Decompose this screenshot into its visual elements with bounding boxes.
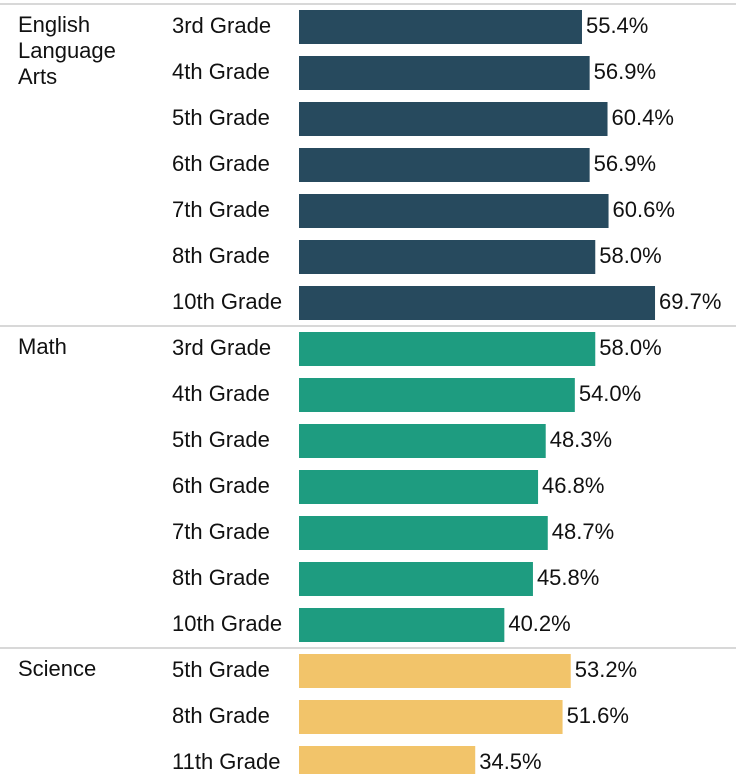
bar <box>299 700 563 734</box>
category-label: 4th Grade <box>172 381 270 406</box>
value-label: 45.8% <box>537 565 599 590</box>
category-label: 11th Grade <box>172 749 280 774</box>
bar <box>299 516 548 550</box>
category-label: 8th Grade <box>172 243 270 268</box>
bar <box>299 102 608 136</box>
bar <box>299 148 590 182</box>
category-label: 6th Grade <box>172 151 270 176</box>
bar <box>299 424 546 458</box>
category-label: 3rd Grade <box>172 335 271 360</box>
value-label: 48.3% <box>550 427 612 452</box>
value-label: 46.8% <box>542 473 604 498</box>
value-label: 60.6% <box>613 197 675 222</box>
bar <box>299 746 476 774</box>
bar <box>299 608 505 642</box>
category-label: 5th Grade <box>172 427 270 452</box>
bar <box>299 240 596 274</box>
value-label: 48.7% <box>552 519 614 544</box>
category-label: 10th Grade <box>172 611 282 636</box>
category-label: 5th Grade <box>172 657 270 682</box>
bar <box>299 194 609 228</box>
value-label: 58.0% <box>599 335 661 360</box>
group-label: Science <box>18 656 97 681</box>
group-label-box: Science <box>18 656 97 681</box>
category-label: 3rd Grade <box>172 13 271 38</box>
category-label: 7th Grade <box>172 519 270 544</box>
category-label: 8th Grade <box>172 565 270 590</box>
value-label: 56.9% <box>594 151 656 176</box>
value-label: 58.0% <box>599 243 661 268</box>
category-label: 10th Grade <box>172 289 282 314</box>
bar <box>299 332 596 366</box>
value-label: 55.4% <box>586 13 648 38</box>
group-label-box: English Language Arts <box>18 12 116 89</box>
value-label: 34.5% <box>479 749 541 774</box>
category-label: 8th Grade <box>172 703 270 728</box>
bar <box>299 470 539 504</box>
value-label: 40.2% <box>508 611 570 636</box>
group-label-box: Math <box>18 334 67 359</box>
value-label: 69.7% <box>659 289 721 314</box>
bar <box>299 56 590 90</box>
bar <box>299 378 575 412</box>
bar <box>299 10 582 44</box>
category-label: 5th Grade <box>172 105 270 130</box>
value-label: 60.4% <box>612 105 674 130</box>
category-label: 4th Grade <box>172 59 270 84</box>
category-label: 6th Grade <box>172 473 270 498</box>
bar <box>299 286 656 320</box>
bar <box>299 654 571 688</box>
value-label: 51.6% <box>567 703 629 728</box>
bar <box>299 562 533 596</box>
group-label: Math <box>18 334 67 359</box>
value-label: 53.2% <box>575 657 637 682</box>
value-label: 54.0% <box>579 381 641 406</box>
group-label: English Language Arts <box>18 12 116 89</box>
category-label: 7th Grade <box>172 197 270 222</box>
value-label: 56.9% <box>594 59 656 84</box>
